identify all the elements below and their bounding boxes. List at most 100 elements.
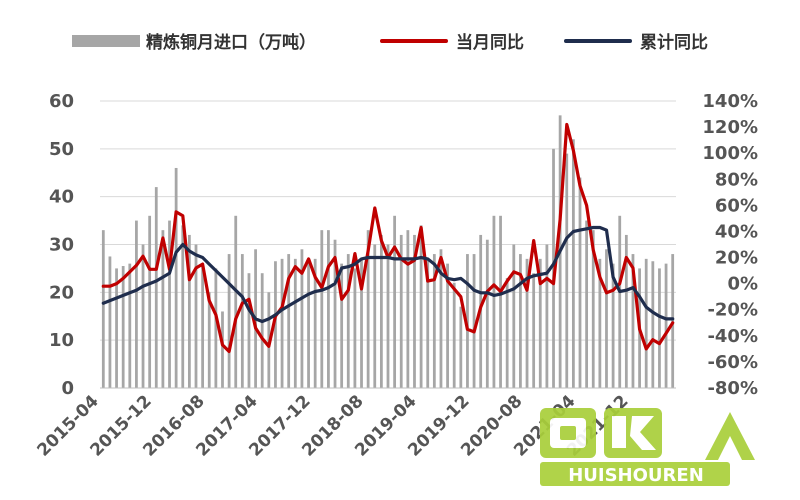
right-axis-tick-5: 20%	[715, 248, 758, 269]
right-axis-tick-3: -20%	[707, 300, 758, 321]
watermark-logo: HUISHOUREN	[540, 408, 755, 486]
bar-24	[260, 273, 264, 388]
bar-47	[413, 234, 416, 388]
legend: 精炼铜月进口（万吨） 当月同比 累计同比	[72, 32, 708, 53]
bar-6	[141, 244, 145, 388]
bar-2	[115, 268, 118, 388]
bar-61	[505, 277, 509, 388]
bar-7	[148, 215, 152, 388]
bar-40	[366, 230, 370, 388]
bar-36	[340, 263, 344, 388]
bar-71	[571, 139, 575, 388]
bar-19	[227, 254, 231, 388]
right-axis-tick-0: -80%	[707, 378, 758, 399]
left-axis-tick-0: 0	[61, 378, 74, 399]
bar-62	[512, 244, 516, 388]
bar-11	[174, 167, 178, 388]
bar-20	[234, 215, 238, 388]
right-axis-tick-11: 140%	[702, 91, 758, 112]
bar-13	[187, 234, 191, 388]
bar-15	[201, 263, 205, 388]
bar-46	[406, 230, 410, 388]
bar-50	[432, 254, 436, 388]
bar-52	[446, 263, 449, 388]
bar-78	[618, 215, 622, 388]
bar-29	[293, 258, 297, 388]
bar-54	[459, 306, 463, 388]
bar-80	[631, 254, 635, 388]
legend-label-monthly-yoy: 当月同比	[456, 32, 524, 53]
bar-18	[221, 311, 224, 388]
bar-73	[585, 220, 589, 388]
bar-59	[492, 215, 496, 388]
bar-26	[274, 261, 277, 388]
left-axis-tick-4: 40	[49, 187, 74, 208]
bar-4	[128, 263, 132, 388]
left-axis-tick-1: 10	[49, 330, 74, 351]
bar-14	[194, 244, 198, 388]
bar-17	[214, 268, 218, 388]
right-axis-tick-4: 0%	[727, 274, 758, 295]
bar-60	[499, 215, 502, 388]
bar-3	[121, 266, 125, 388]
left-axis-tick-6: 60	[49, 91, 74, 112]
bar-30	[300, 249, 304, 388]
bar-22	[247, 273, 251, 388]
line-series-cumulative-yoy	[101, 225, 675, 324]
bar-84	[658, 268, 661, 388]
bar-83	[651, 261, 655, 388]
bar-76	[605, 249, 608, 388]
bar-43	[386, 244, 390, 388]
bar-85	[664, 263, 668, 388]
bar-31	[307, 258, 310, 388]
bar-28	[287, 254, 291, 388]
bar-63	[519, 254, 522, 388]
right-axis-tick-7: 60%	[715, 195, 758, 216]
bar-44	[393, 215, 397, 388]
right-axis-tick-10: 120%	[702, 117, 758, 138]
bar-12	[181, 225, 185, 388]
bar-72	[578, 177, 582, 388]
bar-58	[485, 239, 489, 388]
bar-79	[624, 234, 628, 388]
bar-33	[320, 230, 324, 388]
line-layer	[101, 122, 675, 354]
right-axis-tick-1: -60%	[707, 352, 758, 373]
bar-77	[611, 263, 615, 388]
left-axis-tick-5: 50	[49, 139, 74, 160]
bar-53	[452, 282, 456, 388]
bar-65	[532, 273, 536, 388]
bar-10	[168, 220, 171, 388]
right-axis-tick-6: 40%	[715, 221, 758, 242]
bar-45	[399, 234, 403, 388]
bar-56	[472, 254, 476, 388]
bar-32	[313, 258, 317, 388]
right-axis-tick-8: 80%	[715, 169, 758, 190]
bar-82	[644, 258, 648, 388]
bar-38	[353, 268, 357, 388]
bar-35	[333, 239, 337, 388]
bar-27	[280, 258, 284, 388]
legend-swatch-bars	[72, 35, 140, 47]
bar-42	[379, 234, 383, 388]
bar-0	[101, 230, 105, 388]
watermark-text-en: HUISHOUREN	[568, 465, 704, 486]
bar-75	[598, 258, 602, 388]
bar-5	[135, 220, 138, 388]
right-axis-tick-9: 100%	[702, 143, 758, 164]
bar-39	[360, 258, 363, 388]
bar-8	[154, 187, 158, 388]
bar-66	[538, 258, 542, 388]
bar-1	[108, 256, 112, 388]
bar-86	[671, 254, 675, 388]
legend-label-bars: 精炼铜月进口（万吨）	[146, 32, 316, 53]
left-axis-tick-3: 30	[49, 235, 74, 256]
bar-34	[327, 230, 330, 388]
bar-9	[161, 230, 165, 388]
left-axis-tick-2: 20	[49, 282, 74, 303]
bar-70	[565, 153, 569, 388]
bar-67	[545, 244, 549, 388]
watermark-logo-mark	[540, 408, 755, 460]
